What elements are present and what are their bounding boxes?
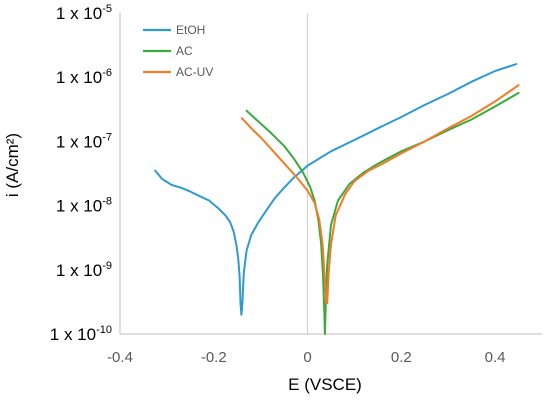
x-tick-label: 0.2 xyxy=(391,349,412,366)
y-tick-exponent: -7 xyxy=(102,131,112,143)
y-tick-label: 1 x 10-7 xyxy=(56,131,112,151)
y-tick-exponent: -5 xyxy=(102,3,112,15)
legend-label: EtOH xyxy=(176,23,205,37)
series-layer xyxy=(154,63,520,335)
y-tick-exponent: -8 xyxy=(102,196,112,208)
y-tick-base: 1 x 10 xyxy=(50,325,96,344)
series-line-etoh xyxy=(154,63,518,316)
x-tick-label: 0.4 xyxy=(485,349,506,366)
x-axis-title: E (VSCE) xyxy=(288,375,362,394)
legend-label: AC-UV xyxy=(176,65,213,79)
x-tick-label: 0 xyxy=(303,349,311,366)
y-tick-label: 1 x 10-5 xyxy=(56,3,112,23)
series-line-ac-uv xyxy=(240,84,520,305)
x-tick-label: -0.4 xyxy=(107,349,133,366)
y-tick-exponent: -6 xyxy=(102,67,112,79)
y-tick-label: 1 x 10-10 xyxy=(50,324,112,344)
y-tick-label: 1 x 10-9 xyxy=(56,260,112,280)
y-tick-base: 1 x 10 xyxy=(56,197,102,216)
legend: EtOH AC AC-UV xyxy=(143,23,213,79)
y-axis-title: i (A/cm²) xyxy=(3,133,22,197)
y-tick-base: 1 x 10 xyxy=(56,261,102,280)
y-tick-base: 1 x 10 xyxy=(56,4,102,23)
y-tick-base: 1 x 10 xyxy=(56,68,102,87)
y-tick-exponent: -10 xyxy=(96,324,112,336)
x-tick-label: -0.2 xyxy=(201,349,227,366)
y-tick-exponent: -9 xyxy=(102,260,112,272)
y-tick-base: 1 x 10 xyxy=(56,132,102,151)
legend-label: AC xyxy=(176,44,193,58)
y-tick-label: 1 x 10-8 xyxy=(56,196,112,216)
axes: 1 x 10-51 x 10-61 x 10-71 x 10-81 x 10-9… xyxy=(50,3,542,366)
y-tick-label: 1 x 10-6 xyxy=(56,67,112,87)
